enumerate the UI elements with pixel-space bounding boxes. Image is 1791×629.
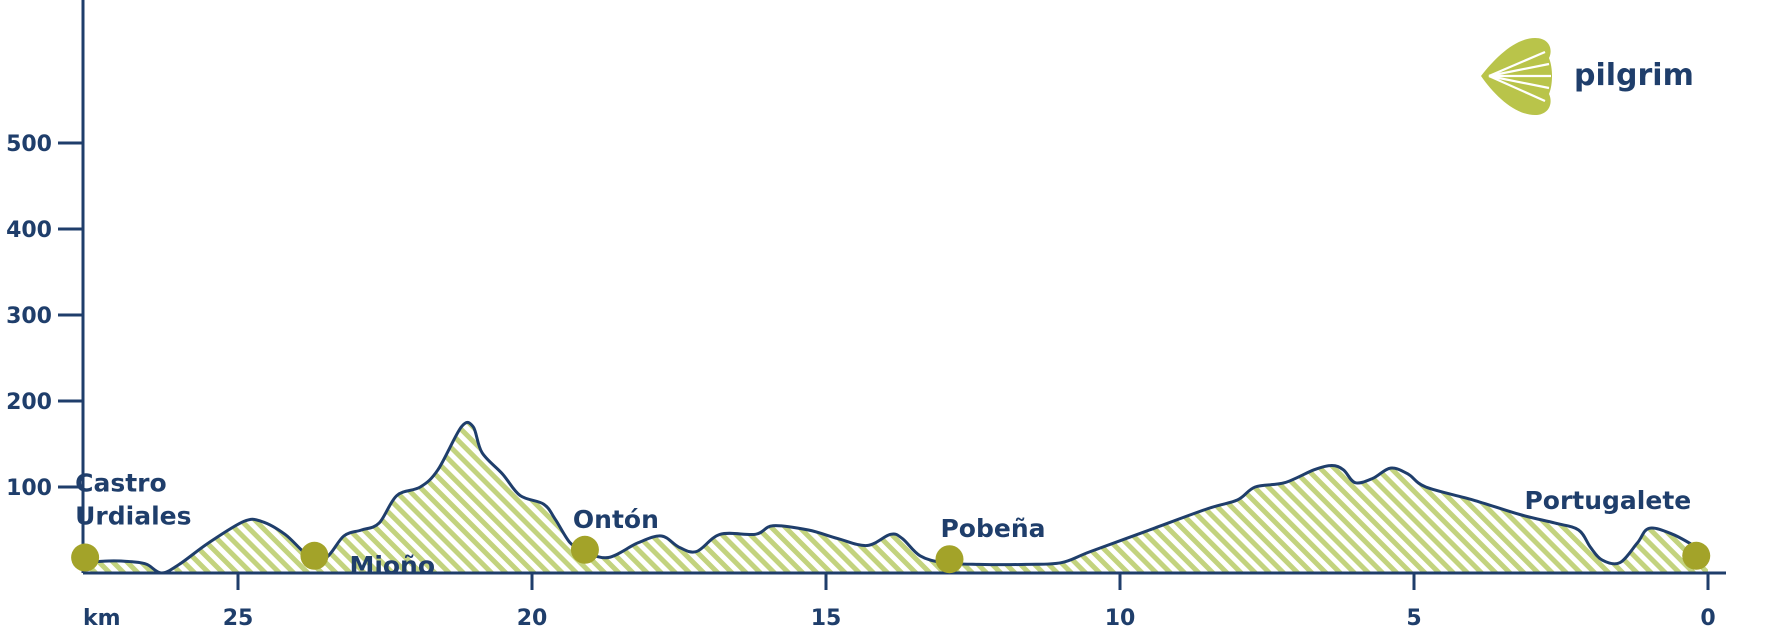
x-tick-label-25: 25 [223, 606, 254, 629]
stop-label: Urdiales [75, 502, 191, 531]
x-axis-label: km [83, 606, 121, 629]
x-axis-ticks: 25 20 15 10 5 0 [223, 573, 1716, 629]
stop-marker [935, 545, 964, 574]
stop-label: Portugalete [1524, 486, 1691, 515]
y-tick-label-400: 400 [6, 218, 52, 243]
y-tick-label-500: 500 [6, 132, 52, 157]
scallop-shell-icon [1481, 38, 1552, 115]
elevation-area [85, 422, 1709, 573]
x-tick-label-0: 0 [1700, 606, 1715, 629]
stop-marker [1682, 541, 1711, 570]
y-tick-label-300: 300 [6, 304, 52, 329]
plot-area [84, 420, 1709, 575]
x-tick-label-5: 5 [1406, 606, 1421, 629]
stop-marker [71, 543, 100, 572]
x-tick-label-10: 10 [1105, 606, 1136, 629]
y-axis-ticks: 100 200 300 400 500 [6, 132, 83, 501]
y-tick-label-200: 200 [6, 390, 52, 415]
stop-marker [300, 541, 329, 570]
pilgrim-logo: pilgrim [1481, 38, 1694, 115]
stops-layer: Castro Urdiales Mioño Ontón Pobeña Portugalet… [71, 469, 1711, 580]
y-tick-label-100: 100 [6, 476, 52, 501]
stop-label: Pobeña [940, 514, 1045, 543]
x-tick-label-15: 15 [811, 606, 842, 629]
brand-name: pilgrim [1574, 58, 1694, 93]
stop-label: Mioño [349, 551, 435, 580]
stop-label: Ontón [573, 505, 659, 534]
elevation-line [84, 420, 1709, 575]
x-tick-label-20: 20 [517, 606, 548, 629]
stop-marker [570, 535, 599, 564]
stop-label: Castro [75, 469, 167, 498]
